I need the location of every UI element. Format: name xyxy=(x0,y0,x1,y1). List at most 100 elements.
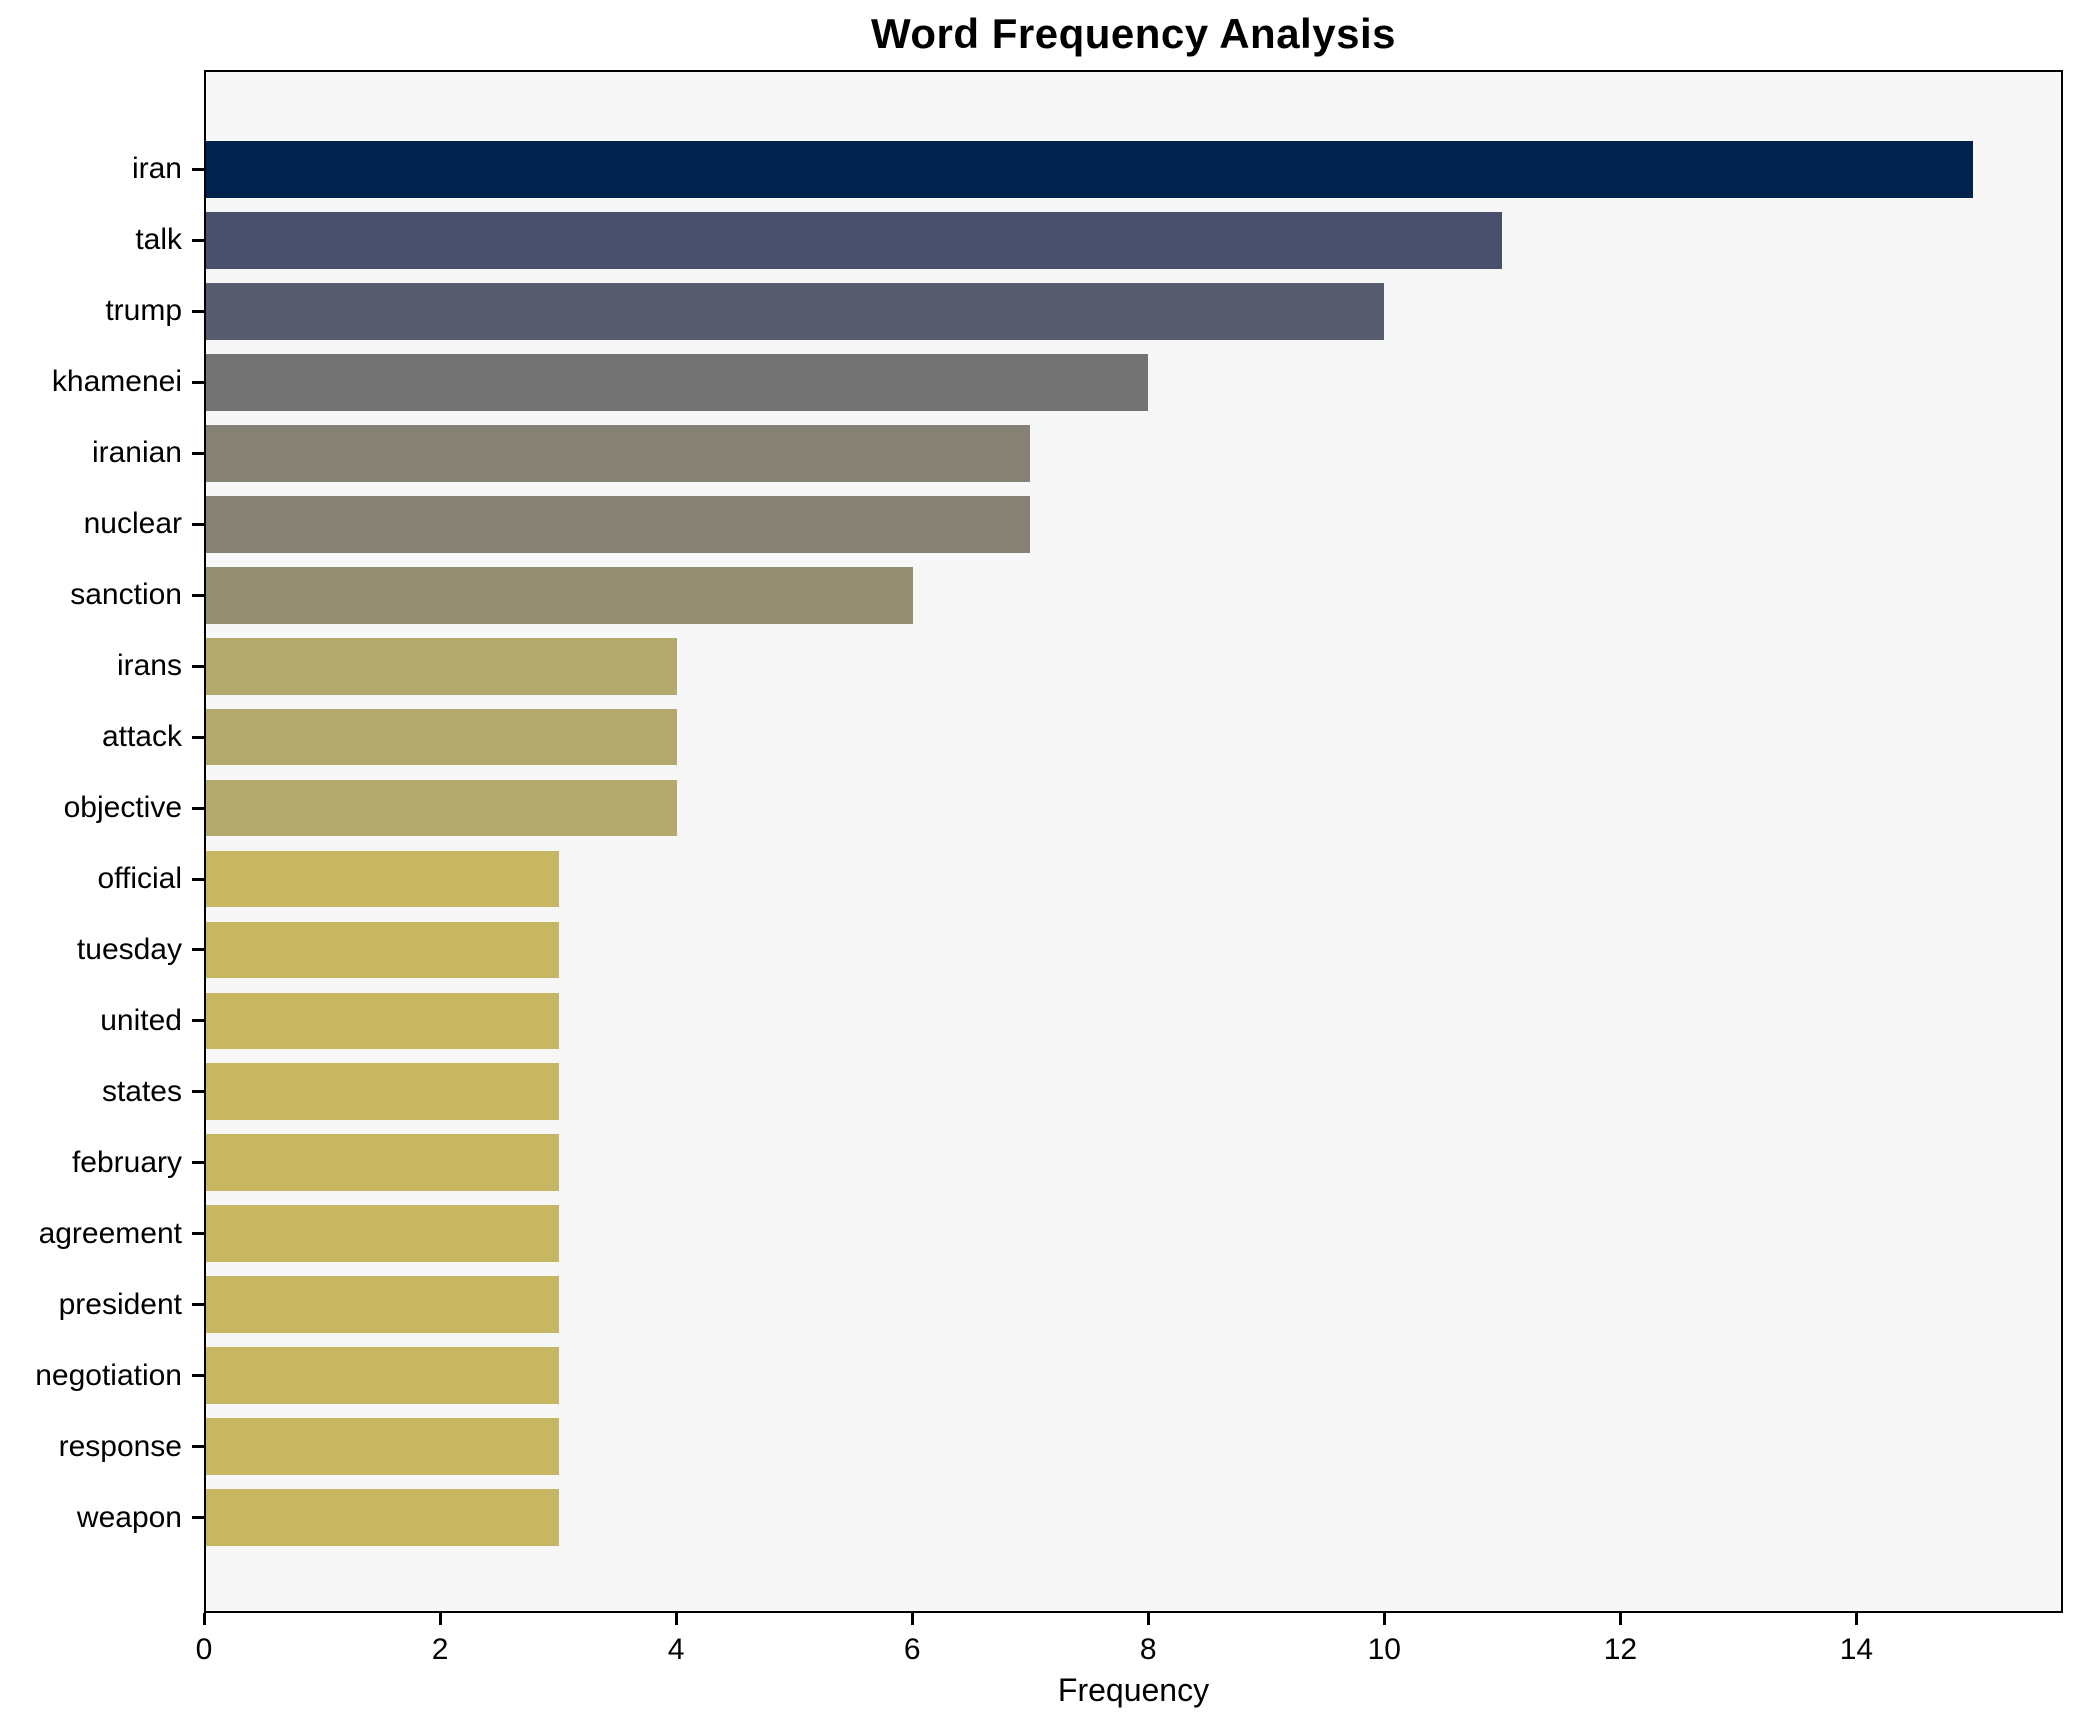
frequency-bar xyxy=(206,566,913,624)
plot-area: iran talk trump khamenei iranian nuclear sanct… xyxy=(35,70,2063,1613)
bar-row: nuclear xyxy=(84,489,2061,560)
y-axis-category-label: iranian xyxy=(91,436,182,470)
frequency-bar xyxy=(206,992,560,1050)
x-tick-mark xyxy=(202,1613,206,1625)
bar-row: irans xyxy=(117,631,2061,702)
y-tick-mark xyxy=(192,1232,204,1236)
bar-row: khamenei xyxy=(52,347,2061,418)
y-tick-mark xyxy=(192,1019,204,1023)
x-tick-label: 2 xyxy=(431,1633,449,1666)
y-axis-category-label: trump xyxy=(105,294,182,328)
frequency-bar xyxy=(206,1347,560,1405)
frequency-bar xyxy=(206,708,678,766)
bar-row: states xyxy=(102,1056,2061,1127)
y-axis-category-label: objective xyxy=(63,791,182,825)
y-axis-category-label: response xyxy=(58,1429,182,1463)
chart-title: Word Frequency Analysis xyxy=(871,10,1396,57)
bar-row: attack xyxy=(102,702,2061,773)
y-tick-mark xyxy=(192,948,204,952)
frequency-bar xyxy=(206,779,678,837)
frequency-bar xyxy=(206,212,1502,269)
y-tick-mark xyxy=(192,593,204,597)
y-tick-mark xyxy=(192,806,204,810)
bar-row: iran xyxy=(132,134,2061,205)
frequency-bar xyxy=(206,353,1149,411)
y-tick-mark xyxy=(192,380,204,384)
frequency-bar xyxy=(206,141,1973,198)
y-axis-category-label: states xyxy=(101,1074,182,1108)
x-axis: 0 2 4 6 8 10 12 14 xyxy=(196,1613,2063,1693)
x-axis-label: Frequency xyxy=(1057,1672,1210,1708)
x-tick-mark xyxy=(1854,1613,1858,1625)
bar-row: sanction xyxy=(70,560,2061,631)
y-axis-category-label: tuesday xyxy=(76,932,182,966)
x-tick-label: 12 xyxy=(1603,1633,1638,1666)
x-tick-mark xyxy=(674,1613,678,1625)
y-axis-category-label: irans xyxy=(116,649,182,683)
y-tick-mark xyxy=(192,1090,204,1094)
bar-row: talk xyxy=(135,205,2061,276)
bar-row: iranian xyxy=(92,418,2061,489)
frequency-bar xyxy=(206,850,560,908)
bar-row: objective xyxy=(64,773,2061,844)
y-axis-category-label: talk xyxy=(135,223,182,257)
y-axis-category-label: united xyxy=(100,1003,182,1037)
frequency-bar xyxy=(206,1063,560,1121)
y-tick-mark xyxy=(192,522,204,526)
y-axis-category-label: attack xyxy=(101,720,182,754)
frequency-bar xyxy=(206,1134,560,1192)
y-tick-mark xyxy=(192,1445,204,1449)
bar-rows: iran talk trump khamenei iranian nuclear sanct… xyxy=(35,134,2061,1553)
bar-row: february xyxy=(72,1127,2061,1198)
x-tick-mark xyxy=(1146,1613,1150,1625)
y-axis-category-label: weapon xyxy=(76,1500,182,1534)
y-tick-mark xyxy=(192,877,204,881)
y-tick-mark xyxy=(192,451,204,455)
x-tick-label: 4 xyxy=(667,1633,685,1666)
frequency-bar xyxy=(206,495,1031,553)
frequency-bar xyxy=(206,1489,560,1546)
y-tick-mark xyxy=(192,1374,204,1378)
frequency-bar xyxy=(206,283,1384,340)
x-tick-label: 8 xyxy=(1139,1633,1157,1666)
y-axis-category-label: president xyxy=(58,1287,182,1321)
frequency-bar xyxy=(206,1418,560,1475)
y-axis-category-label: iran xyxy=(131,152,182,186)
y-tick-mark xyxy=(192,1161,204,1165)
frequency-bar xyxy=(206,637,678,695)
bar-row: trump xyxy=(105,276,2061,347)
y-axis-category-label: khamenei xyxy=(51,365,182,399)
y-tick-mark xyxy=(192,309,204,313)
bar-row: official xyxy=(98,844,2061,915)
x-tick-label: 6 xyxy=(903,1633,921,1666)
bar-row: tuesday xyxy=(77,914,2061,985)
y-tick-mark xyxy=(192,1516,204,1520)
x-tick-mark xyxy=(910,1613,914,1625)
bar-row: negotiation xyxy=(35,1340,2061,1411)
bar-row: response xyxy=(59,1411,2061,1482)
x-tick-label: 0 xyxy=(195,1633,213,1666)
y-tick-mark xyxy=(192,1303,204,1307)
x-tick-label: 14 xyxy=(1839,1633,1874,1666)
frequency-bar xyxy=(206,424,1031,482)
x-tick-mark xyxy=(438,1613,442,1625)
frequency-bar xyxy=(206,1205,560,1263)
y-axis-category-label: official xyxy=(97,862,183,895)
bar-row: weapon xyxy=(77,1482,2061,1553)
y-axis-category-label: february xyxy=(71,1145,182,1179)
bar-row: president xyxy=(59,1269,2061,1340)
bar-row: agreement xyxy=(39,1198,2061,1269)
frequency-bar xyxy=(206,921,560,979)
bar-row: united xyxy=(100,985,2061,1056)
y-axis-category-label: sanction xyxy=(70,578,182,612)
y-tick-mark xyxy=(192,664,204,668)
y-tick-mark xyxy=(192,735,204,739)
y-tick-mark xyxy=(192,238,204,242)
y-axis-category-label: nuclear xyxy=(83,507,182,541)
x-tick-label: 10 xyxy=(1367,1633,1401,1666)
y-axis-category-label: negotiation xyxy=(35,1358,182,1392)
x-tick-mark xyxy=(1382,1613,1386,1625)
y-axis-category-label: agreement xyxy=(38,1216,182,1250)
y-tick-mark xyxy=(192,167,204,171)
